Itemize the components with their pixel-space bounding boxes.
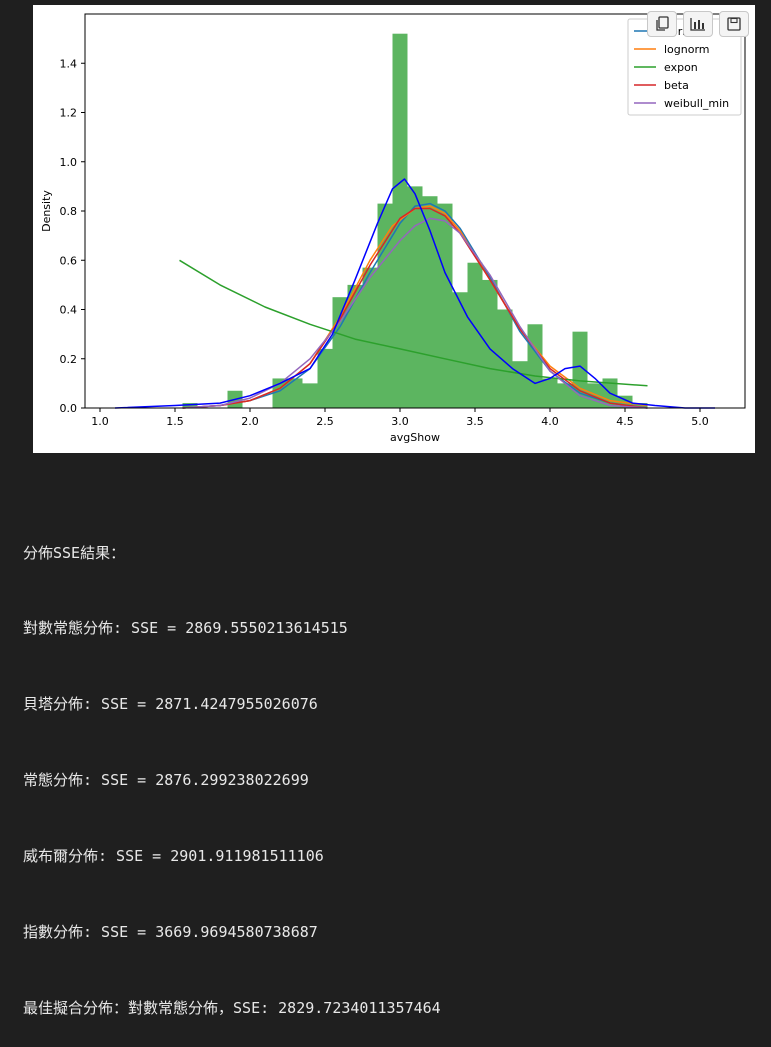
histogram	[182, 33, 648, 408]
x-tick-label: 2.0	[241, 415, 259, 428]
histogram-bar	[467, 262, 483, 408]
y-tick-label: 0.0	[60, 402, 78, 415]
histogram-bar	[182, 403, 198, 408]
x-tick-label: 2.5	[316, 415, 334, 428]
y-tick-label: 0.8	[60, 205, 78, 218]
legend-label: lognorm	[664, 43, 710, 56]
plot-toolbar	[647, 11, 749, 37]
x-axis-label: avgShow	[390, 431, 440, 444]
histogram-bar	[422, 196, 438, 408]
output-line: 對數常態分佈: SSE = 2869.5550213614515	[23, 619, 348, 638]
output-line: 貝塔分佈: SSE = 2871.4247955026076	[23, 695, 318, 714]
histogram-bar	[632, 403, 648, 408]
histogram-bar	[482, 279, 498, 408]
y-tick-label: 0.6	[60, 254, 78, 267]
output-line: 最佳擬合分佈：對數常態分佈，SSE: 2829.7234011357464	[23, 998, 441, 1017]
chart-button[interactable]	[683, 11, 713, 37]
x-tick-label: 1.0	[91, 415, 109, 428]
histogram-bar	[497, 309, 513, 408]
histogram-bar	[452, 292, 468, 408]
output-line: 常態分佈: SSE = 2876.299238022699	[23, 771, 309, 790]
histogram-bar	[407, 186, 423, 408]
histogram-bar	[557, 383, 573, 408]
histogram-bar	[527, 324, 543, 408]
histogram-bar	[512, 361, 528, 408]
x-tick-label: 4.5	[616, 415, 634, 428]
chart-icon	[690, 18, 705, 31]
kde-curve	[114, 178, 715, 409]
output-line: 威布爾分佈: SSE = 2901.911981511106	[23, 847, 324, 866]
y-axis-ticks: 0.0 0.2 0.4 0.6 0.8 1.0 1.2 1.4	[60, 57, 85, 415]
save-button[interactable]	[719, 11, 749, 37]
beta-curve	[182, 207, 648, 409]
output-text: 分佈SSE結果： 對數常態分佈: SSE = 2869.555021361451…	[23, 490, 441, 1047]
output-line: 分佈SSE結果：	[23, 543, 126, 562]
y-tick-label: 0.4	[60, 304, 78, 317]
histogram-bar	[437, 203, 453, 408]
y-tick-label: 1.2	[60, 107, 78, 120]
x-tick-label: 5.0	[691, 415, 709, 428]
x-tick-label: 4.0	[541, 415, 559, 428]
copy-button[interactable]	[647, 11, 677, 37]
chart-svg: 1.0 1.5 2.0 2.5 3.0 3.5 4.0 4.5 5.0 0.0 0.2 0.4 0.6…	[40, 13, 746, 444]
x-tick-label: 3.0	[391, 415, 409, 428]
histogram-bar	[347, 284, 363, 408]
y-tick-label: 0.2	[60, 353, 78, 366]
save-icon	[727, 17, 741, 31]
histogram-bar	[542, 378, 558, 408]
legend-label: beta	[664, 79, 689, 92]
x-tick-label: 1.5	[166, 415, 184, 428]
legend-label: expon	[664, 61, 698, 74]
y-tick-label: 1.4	[60, 57, 78, 70]
histogram-bar	[302, 383, 318, 408]
output-line: 指數分佈: SSE = 3669.9694580738687	[23, 923, 318, 942]
histogram-bar	[317, 348, 333, 408]
copy-icon	[656, 16, 669, 31]
histogram-bar	[287, 378, 303, 408]
chart-figure: 1.0 1.5 2.0 2.5 3.0 3.5 4.0 4.5 5.0 0.0 0.2 0.4 0.6…	[33, 5, 755, 453]
y-axis-label: Density	[40, 190, 53, 232]
legend-label: weibull_min	[664, 97, 729, 110]
x-axis-ticks: 1.0 1.5 2.0 2.5 3.0 3.5 4.0 4.5 5.0	[91, 408, 709, 428]
x-tick-label: 3.5	[466, 415, 484, 428]
y-tick-label: 1.0	[60, 156, 78, 169]
histogram-bar	[362, 267, 378, 408]
fit-curves	[114, 178, 715, 409]
